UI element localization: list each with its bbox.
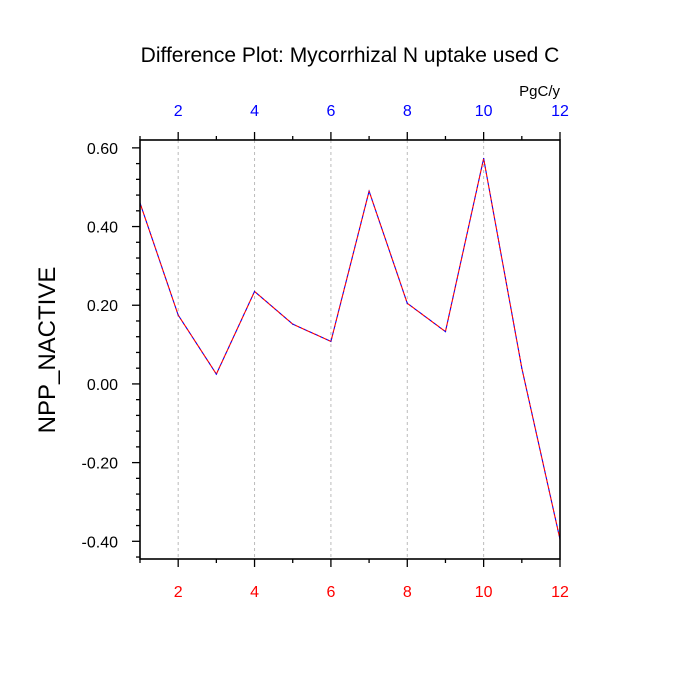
y-tick-label: 0.60 — [87, 141, 118, 158]
data-point — [330, 340, 332, 343]
x-tick-label-top: 2 — [174, 103, 183, 120]
data-point — [368, 190, 370, 192]
data-point — [253, 290, 256, 293]
x-tick-label-bottom: 4 — [250, 584, 259, 601]
x-tick-label-top: 4 — [250, 103, 259, 120]
y-tick-label: 0.40 — [87, 220, 118, 237]
data-point — [177, 314, 179, 316]
data-point — [521, 367, 523, 369]
top-axis-unit: PgC/y — [519, 83, 560, 100]
data-point — [483, 157, 485, 160]
y-tick-label: 0.20 — [87, 298, 118, 315]
x-tick-label-top: 10 — [475, 103, 493, 120]
y-tick-label: -0.40 — [82, 534, 119, 551]
y-axis-label: NPP_NACTIVE — [34, 267, 61, 434]
x-tick-label-bottom: 12 — [551, 584, 569, 601]
data-point — [292, 323, 294, 325]
x-tick-label-top: 8 — [403, 103, 412, 120]
series-path-overlay — [139, 158, 561, 540]
x-tick-label-bottom: 2 — [174, 584, 183, 601]
y-tick-label: 0.00 — [87, 377, 118, 394]
plot-frame — [139, 139, 561, 560]
y-tick-label: -0.20 — [82, 456, 119, 473]
chart-title: Difference Plot: Mycorrhizal N uptake us… — [141, 44, 560, 67]
data-point — [406, 302, 408, 304]
series-line — [139, 157, 561, 540]
x-tick-label-top: 12 — [551, 103, 569, 120]
x-tick-label-bottom: 6 — [326, 584, 335, 601]
grid-lines — [177, 140, 485, 559]
x-tick-label-bottom: 10 — [475, 584, 493, 601]
series-path — [139, 158, 561, 540]
data-point — [444, 330, 447, 333]
x-tick-label-bottom: 8 — [403, 584, 412, 601]
tick-labels: 2 2 4 4 6 6 8 8 10 10 12 12 0.60 0.40 0.20 0.00 -0.20 -0.… — [82, 103, 569, 601]
data-point — [215, 373, 217, 375]
x-tick-label-top: 6 — [326, 103, 335, 120]
axis-ticks — [132, 132, 561, 567]
